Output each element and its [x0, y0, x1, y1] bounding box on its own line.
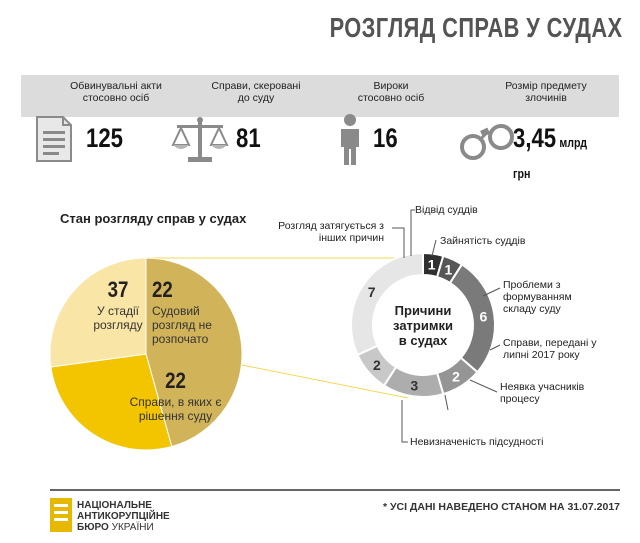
donut-chart-title: Причини затримки в судах: [393, 303, 453, 348]
logo-line-3a: БЮРО: [77, 522, 109, 533]
pie-slice-1: [50, 353, 173, 451]
stats-header-bar: [21, 75, 619, 117]
pie-chart-title: Стан розгляду справ у судах: [60, 211, 247, 226]
scales-icon: [171, 117, 229, 162]
logo-line-3b: УКРАЇНИ: [111, 522, 154, 533]
donut-value-1: 1: [444, 262, 452, 278]
donut-value-2: 6: [479, 308, 487, 324]
callout-july-transfer: Справи, передані у липні 2017 року: [503, 337, 597, 361]
callout-leader-1: [410, 209, 415, 256]
stat-label-cases: Справи, скеровані до суду: [211, 80, 301, 104]
callout-leader-6: [401, 400, 408, 443]
donut-value-6: 7: [368, 284, 376, 300]
callout-leader-4: [489, 344, 501, 351]
callout-leader-3: [482, 287, 501, 297]
stat-value-verdicts: 16: [373, 123, 398, 153]
donut-value-0: 1: [428, 257, 436, 273]
document-icon: [36, 116, 72, 162]
pie-name-not-started: Судовий розгляд не розпочато: [152, 304, 212, 346]
footer-divider: [50, 489, 620, 491]
callout-court-composition: Проблеми з формуванням складу суду: [503, 279, 572, 315]
pie-label-not-started: 22 Судовий розгляд не розпочато: [152, 277, 232, 347]
callout-jurisdiction: Невизначеність підсудності: [410, 436, 544, 448]
stat-label-verdicts: Вироки стосовно осіб: [357, 80, 425, 104]
stats-band: Обвинувальні акти стосовно осіб Справи, …: [21, 75, 619, 181]
pie-value-not-started: 22: [152, 277, 173, 302]
footnote: * УСІ ДАНІ НАВЕДЕНО СТАНОМ НА 31.07.2017: [382, 501, 620, 513]
donut-value-4: 3: [410, 377, 418, 393]
callout-leader-2: [431, 239, 437, 257]
stat-value-amount: 3,45 млрд грн: [513, 123, 588, 181]
donut-value-5: 2: [373, 357, 381, 373]
donut-value-3: 2: [452, 368, 460, 384]
callout-recusal: Відвід суддів: [415, 204, 478, 216]
logo-line-3: БЮРО УКРАЇНИ: [77, 522, 170, 533]
stat-value-cases: 81: [236, 123, 261, 153]
page-title: РОЗГЛЯД СПРАВ У СУДАХ: [329, 12, 622, 43]
pie-name-in-review: У стадії розгляду: [93, 304, 143, 332]
donut-segment-6: [350, 251, 424, 357]
logo-line-2: АНТИКОРУПЦІЙНЕ: [77, 511, 170, 522]
callout-absence: Неявка учасників процесу: [500, 381, 585, 405]
stat-unit-amount: млрд грн: [513, 135, 588, 181]
connector-line-bottom: [236, 363, 409, 399]
callout-leader-7: [444, 394, 449, 411]
pie-label-decided: 22 Справи, в яких є рішення суду: [128, 368, 223, 424]
stat-value-indictments: 125: [86, 123, 123, 153]
nabu-logo-text: НАЦІОНАЛЬНЕ АНТИКОРУПЦІЙНЕ БЮРО УКРАЇНИ: [77, 500, 170, 533]
pie-name-decided: Справи, в яких є рішення суду: [129, 395, 222, 423]
pie-slice-0: [145, 257, 243, 448]
stat-label-amount: Розмір предмету злочинів: [505, 80, 587, 104]
pie-slice-2: [49, 257, 147, 368]
person-icon: [341, 114, 359, 165]
callout-leader-0: [392, 227, 405, 258]
handcuffs-icon: [460, 124, 514, 160]
donut-segment-2: [448, 263, 496, 374]
pie-value-in-review: 37: [107, 277, 129, 302]
callout-leader-5: [469, 379, 498, 393]
logo-line-1: НАЦІОНАЛЬНЕ: [77, 500, 152, 511]
pie-value-decided: 22: [165, 368, 186, 393]
stat-label-indictments: Обвинувальні акти стосовно осіб: [70, 80, 162, 104]
callout-other-reasons: Розгляд затягується з інших причин: [278, 220, 384, 244]
pie-label-in-review: 37 У стадії розгляду: [78, 277, 158, 333]
nabu-logo-mark: [50, 498, 72, 532]
callout-busy-judges: Зайнятість суддів: [440, 235, 526, 247]
